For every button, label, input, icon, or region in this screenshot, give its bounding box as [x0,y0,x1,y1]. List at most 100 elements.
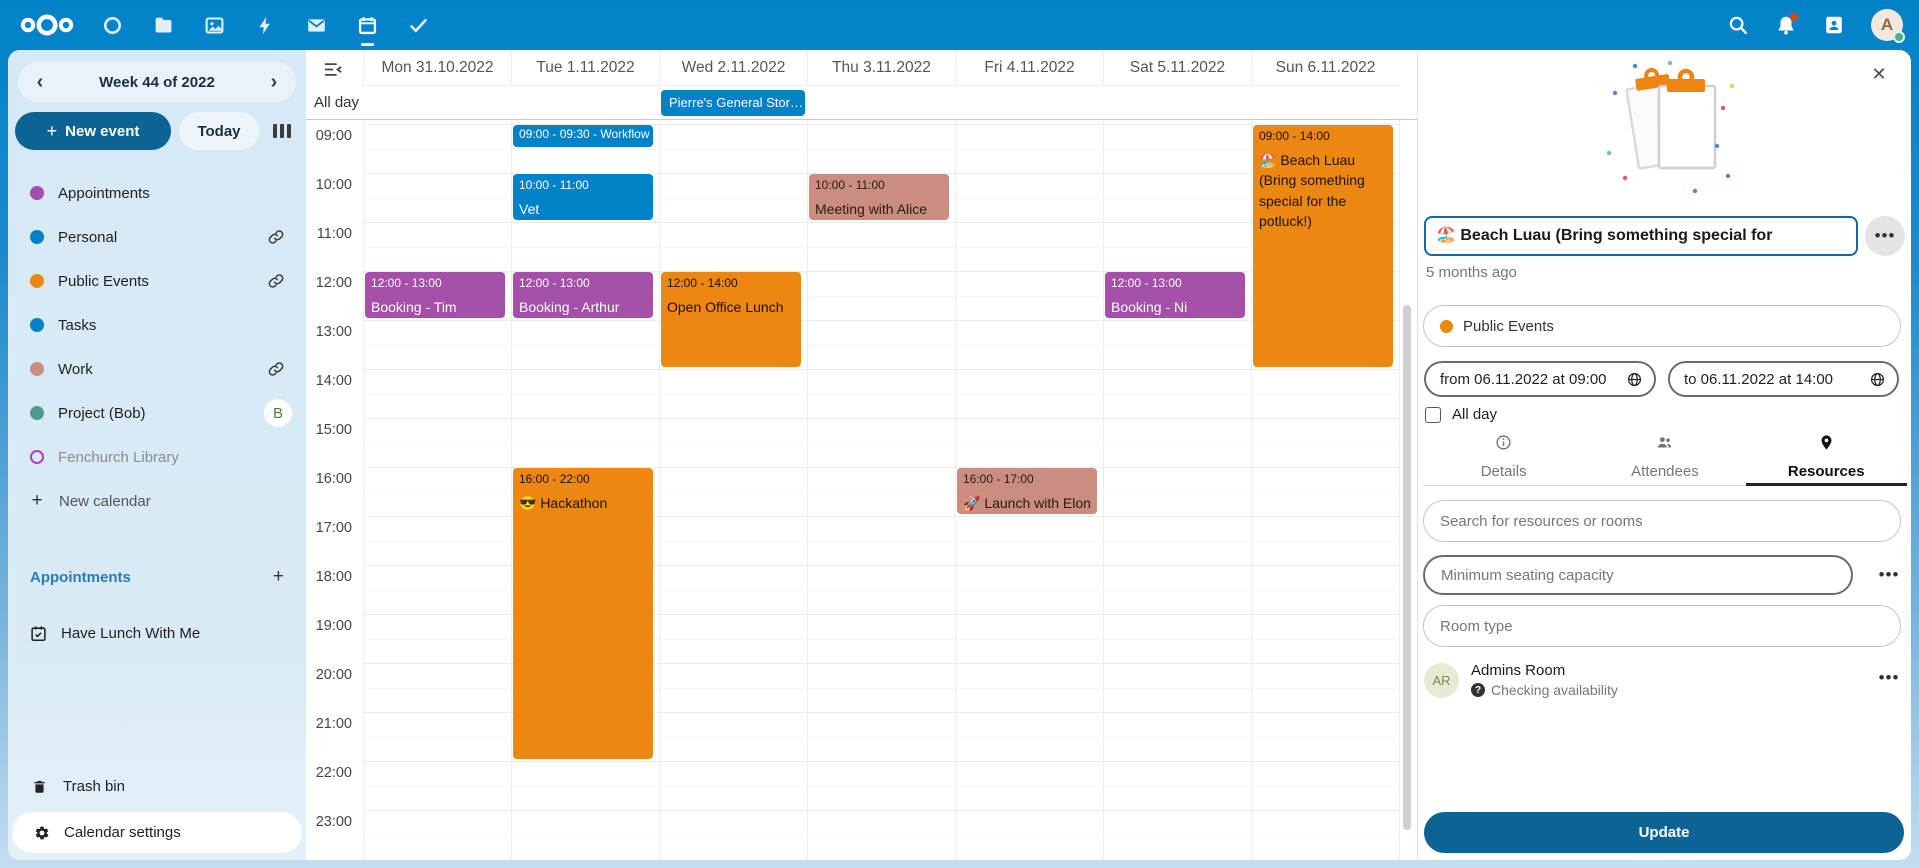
column-divider [511,120,512,860]
calendar-check-icon [31,625,46,641]
event-actions-menu-icon[interactable]: ••• [1865,216,1905,256]
shared-link-icon[interactable] [268,361,284,377]
event-title: Booking - Arthur Dent [519,299,620,315]
calendar-event[interactable]: 12:00 - 14:00 Open Office Lunch [661,272,801,367]
collapse-sidebar-icon[interactable] [324,62,342,77]
sidebar-calendar-item[interactable]: Personal [8,215,306,259]
close-icon[interactable]: ✕ [1871,63,1887,84]
search-icon[interactable] [1727,14,1749,36]
tab-details[interactable]: Details [1423,428,1584,485]
files-icon[interactable] [153,15,174,36]
mail-icon[interactable] [306,15,327,36]
photos-icon[interactable] [204,15,225,36]
timezone-globe-icon[interactable] [1627,372,1642,387]
column-divider [363,120,364,860]
app-container: ‹ Week 44 of 2022 › + New event Today Ap… [8,50,1911,860]
calendar-event[interactable]: 12:00 - 13:00 Booking - Ni (Knights [1105,272,1245,318]
timezone-globe-icon[interactable] [1870,372,1885,387]
event-time: 16:00 - 22:00 [519,472,590,486]
time-label: 09:00 [315,128,352,144]
calendar-event[interactable]: 12:00 - 13:00 Booking - Tim (Wizard) [365,272,505,318]
sidebar-calendar-item[interactable]: Public Events [8,259,306,303]
calendar-picker[interactable]: Public Events [1423,305,1901,347]
sidebar-calendar-item[interactable]: Work [8,347,306,391]
notification-badge [1790,13,1798,21]
next-week-button[interactable]: › [270,71,278,93]
appointments-heading: Appointments [30,568,131,586]
sidebar-calendar-item[interactable]: Tasks [8,303,306,347]
shared-link-icon[interactable] [268,273,284,289]
nextcloud-logo-icon[interactable] [18,10,76,40]
calendar-color-dot [30,274,44,288]
tab-resources[interactable]: Resources [1745,428,1908,486]
sidebar-calendar-item[interactable]: Appointments [8,171,306,215]
today-button[interactable]: Today [179,112,259,150]
update-button[interactable]: Update [1424,812,1904,853]
calendar-event[interactable]: 09:00 - 09:30 - Workflow [513,125,653,147]
resource-options-menu-icon[interactable]: ••• [1878,668,1900,687]
calendar-event[interactable]: 10:00 - 11:00 Vet [513,174,653,220]
half-hour-line [363,491,1399,493]
calendar-scrollbar[interactable] [1403,305,1411,830]
calendar-event[interactable]: 12:00 - 13:00 Booking - Arthur Dent [513,272,653,318]
all-day-event[interactable]: Pierre's General Stor… [661,90,805,116]
seating-options-menu-icon[interactable]: ••• [1878,565,1900,584]
calendar-event[interactable]: 16:00 - 17:00 🚀 Launch with Elon [957,468,1097,514]
calendar-app-icon[interactable] [357,15,378,46]
time-label: 20:00 [315,667,352,683]
calendar-sidebar: ‹ Week 44 of 2022 › + New event Today Ap… [8,50,306,860]
calendar-settings-label: Calendar settings [64,824,181,841]
event-time: 10:00 - 11:00 [519,178,589,192]
event-title: 🚀 Launch with Elon [963,495,1091,511]
sidebar-calendar-item[interactable]: Project (Bob) B [8,391,306,435]
time-label: 10:00 [315,177,352,193]
calendar-event[interactable]: 09:00 - 14:00 🏖️ Beach Luau (Bring someth… [1253,125,1393,367]
new-event-button[interactable]: + New event [15,112,171,150]
contacts-icon[interactable] [1823,14,1845,36]
calendar-color-dot [30,318,44,332]
column-divider [1251,120,1252,860]
resource-avatar: AR [1424,662,1459,698]
tab-label: Details [1480,463,1527,480]
previous-week-button[interactable]: ‹ [36,71,44,93]
appointment-item-label: Have Lunch With Me [61,624,201,642]
all-day-checkbox[interactable] [1425,406,1441,423]
hour-line [363,173,1399,174]
all-day-toggle: All day [1425,406,1497,423]
tab-attendees[interactable]: Attendees [1584,428,1745,485]
trash-bin-item[interactable]: Trash bin [8,766,306,806]
event-title-input[interactable]: 🏖️ Beach Luau (Bring something special f… [1424,216,1858,256]
resource-search-input[interactable] [1423,500,1901,542]
time-label: 17:00 [315,520,352,536]
seating-capacity-input[interactable] [1423,555,1853,595]
add-appointment-button[interactable]: + [272,566,284,587]
calendar-event[interactable]: 10:00 - 11:00 Meeting with Alice [809,174,949,220]
hour-line [363,712,1399,713]
tab-label: Attendees [1631,463,1699,480]
day-header: Thu 3.11.2022 [807,50,955,86]
view-toggle-icon[interactable] [270,121,294,141]
notifications-bell-icon[interactable] [1775,13,1798,36]
plus-icon: + [46,120,58,141]
tasks-icon[interactable] [408,15,429,36]
activity-icon[interactable] [255,15,276,36]
user-avatar[interactable]: A [1871,9,1905,43]
sidebar-calendar-item[interactable]: Fenchurch Library [8,435,306,479]
end-datetime-field[interactable]: to 06.11.2022 at 14:00 [1668,361,1899,397]
calendar-settings-item[interactable]: Calendar settings [12,812,302,853]
calendar-event[interactable]: 16:00 - 22:00 😎 Hackathon [513,468,653,759]
resource-list-item[interactable]: AR Admins Room ? Checking availability [1424,658,1894,702]
dashboard-icon[interactable] [102,15,123,36]
event-time: 09:00 - 14:00 [1259,129,1330,143]
event-time: 12:00 - 13:00 [371,276,442,290]
appointment-item[interactable]: Have Lunch With Me [8,613,306,653]
new-calendar-button[interactable]: + New calendar [31,490,151,511]
half-hour-line [363,295,1399,297]
start-datetime-field[interactable]: from 06.11.2022 at 09:00 [1424,361,1656,397]
time-grid: 09:00 10:00 11:00 12:00 13:00 14:00 15:00 16:00… [306,120,1417,860]
event-time: 09:00 - 09:30 - Workflow [519,127,650,141]
event-title: Open Office Lunch [667,299,784,315]
calendar-label: Appointments [58,184,150,202]
shared-link-icon[interactable] [268,229,284,245]
room-type-input[interactable] [1423,605,1901,647]
